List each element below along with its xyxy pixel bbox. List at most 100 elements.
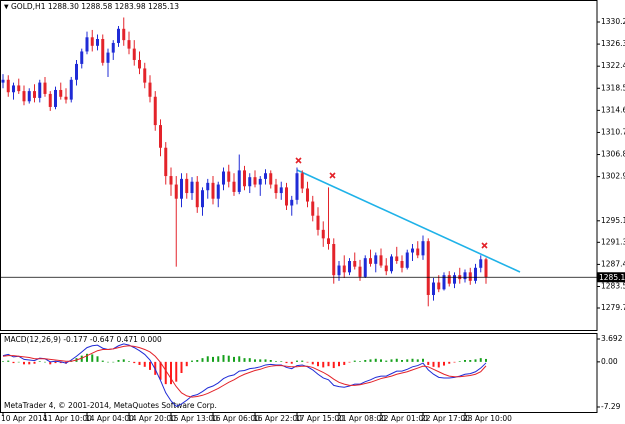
histogram-bar (180, 361, 183, 373)
candle-body (484, 259, 488, 278)
candle-body (22, 91, 26, 102)
histogram-bar (54, 361, 57, 364)
histogram-bar (233, 356, 235, 362)
candle-body (185, 178, 189, 194)
histogram-bar (280, 361, 283, 362)
histogram-bar (448, 361, 451, 364)
main-frame (0, 0, 598, 331)
x-marker (481, 242, 488, 249)
candle-body (411, 248, 414, 253)
candle-body (111, 42, 115, 53)
x-tick-label: 23 Apr 10:00 (463, 414, 512, 423)
y-tick-label: 1322.40 (601, 61, 625, 70)
histogram-bar (301, 360, 304, 362)
candle-body (479, 259, 483, 268)
histogram-bar (322, 361, 325, 368)
candle-body (17, 85, 21, 92)
candle-body (421, 241, 425, 256)
candle-body (148, 82, 152, 97)
y-tick-label: 0.00 (601, 357, 618, 366)
candle-body (416, 248, 420, 256)
candle-body (153, 96, 157, 126)
histogram-bar (117, 360, 120, 362)
histogram-bar (259, 359, 262, 362)
candle-body (195, 181, 199, 208)
y-tick-label: 1330.20 (601, 17, 625, 26)
candle-body (384, 265, 388, 272)
candle-body (80, 51, 84, 64)
histogram-bar (469, 360, 472, 362)
y-tick-label: 1283.50 (601, 281, 625, 290)
candle-body (474, 267, 477, 281)
histogram-bar (479, 358, 482, 362)
histogram-bar (401, 360, 403, 362)
candle-body (311, 201, 315, 216)
histogram-bar (7, 360, 10, 362)
candle-body (201, 190, 204, 208)
y-tick-label: 1291.30 (601, 237, 625, 246)
histogram-bar (332, 361, 335, 369)
histogram-bar (143, 361, 146, 367)
y-tick-label: 1310.70 (601, 127, 625, 136)
candle-body (369, 258, 372, 264)
y-tick-label: 1326.30 (601, 39, 625, 48)
histogram-bar (17, 361, 20, 363)
histogram-bar (432, 361, 435, 367)
histogram-bar (353, 360, 356, 362)
candle-body (206, 182, 210, 191)
candle-body (258, 178, 262, 185)
histogram-bar (2, 361, 4, 362)
candle-body (90, 37, 94, 46)
candle-body (12, 85, 15, 93)
y-tick-label: -7.29 (601, 402, 621, 411)
x-tick-label: 15 Apr 13:00 (169, 414, 218, 423)
histogram-bar (23, 361, 25, 365)
histogram-bar (217, 356, 220, 362)
candle-body (232, 181, 236, 192)
x-tick-label: 11 Apr 10:00 (43, 414, 92, 423)
histogram-bar (138, 361, 141, 365)
candle-body (290, 199, 294, 206)
candle-body (274, 184, 278, 194)
histogram-bar (49, 361, 52, 365)
y-tick-label: 1295.10 (601, 216, 625, 225)
x-tick-label: 10 Apr 2014 (1, 414, 48, 423)
histogram-bar (411, 358, 414, 362)
histogram-bar (175, 361, 178, 382)
candle-body (174, 184, 178, 199)
y-tick-label: 1314.60 (601, 105, 625, 114)
candle-body (117, 28, 120, 43)
macd-line (2, 345, 487, 398)
y-tick-label: 1279.70 (601, 303, 625, 312)
candle-body (321, 229, 325, 239)
candle-body (264, 173, 267, 179)
candle-body (295, 173, 299, 200)
histogram-bar (348, 361, 351, 363)
histogram-bar (206, 356, 209, 362)
y-tick-label: 1302.90 (601, 172, 625, 181)
histogram-bar (343, 361, 346, 365)
candle-body (85, 37, 89, 52)
histogram-bar (474, 359, 477, 362)
histogram-bar (201, 358, 204, 362)
histogram-bar (159, 361, 162, 380)
histogram-bar (107, 361, 109, 363)
candle-body (1, 79, 5, 83)
histogram-bar (128, 361, 130, 362)
candle-body (127, 40, 131, 49)
y-tick-label: 3.692 (601, 334, 623, 343)
histogram-bar (96, 356, 99, 362)
candle-body (353, 261, 357, 267)
histogram-bar (422, 358, 424, 362)
histogram-bar (164, 361, 167, 385)
histogram-bar (485, 358, 487, 362)
histogram-bar (374, 358, 377, 362)
candle-body (358, 266, 362, 277)
histogram-bar (254, 359, 256, 362)
histogram-bar (112, 361, 115, 363)
histogram-bar (285, 361, 288, 364)
candle-body (437, 282, 441, 290)
histogram-bar (185, 361, 188, 367)
current-price-label: 1285.13 (599, 273, 625, 282)
histogram-bar (122, 359, 125, 362)
